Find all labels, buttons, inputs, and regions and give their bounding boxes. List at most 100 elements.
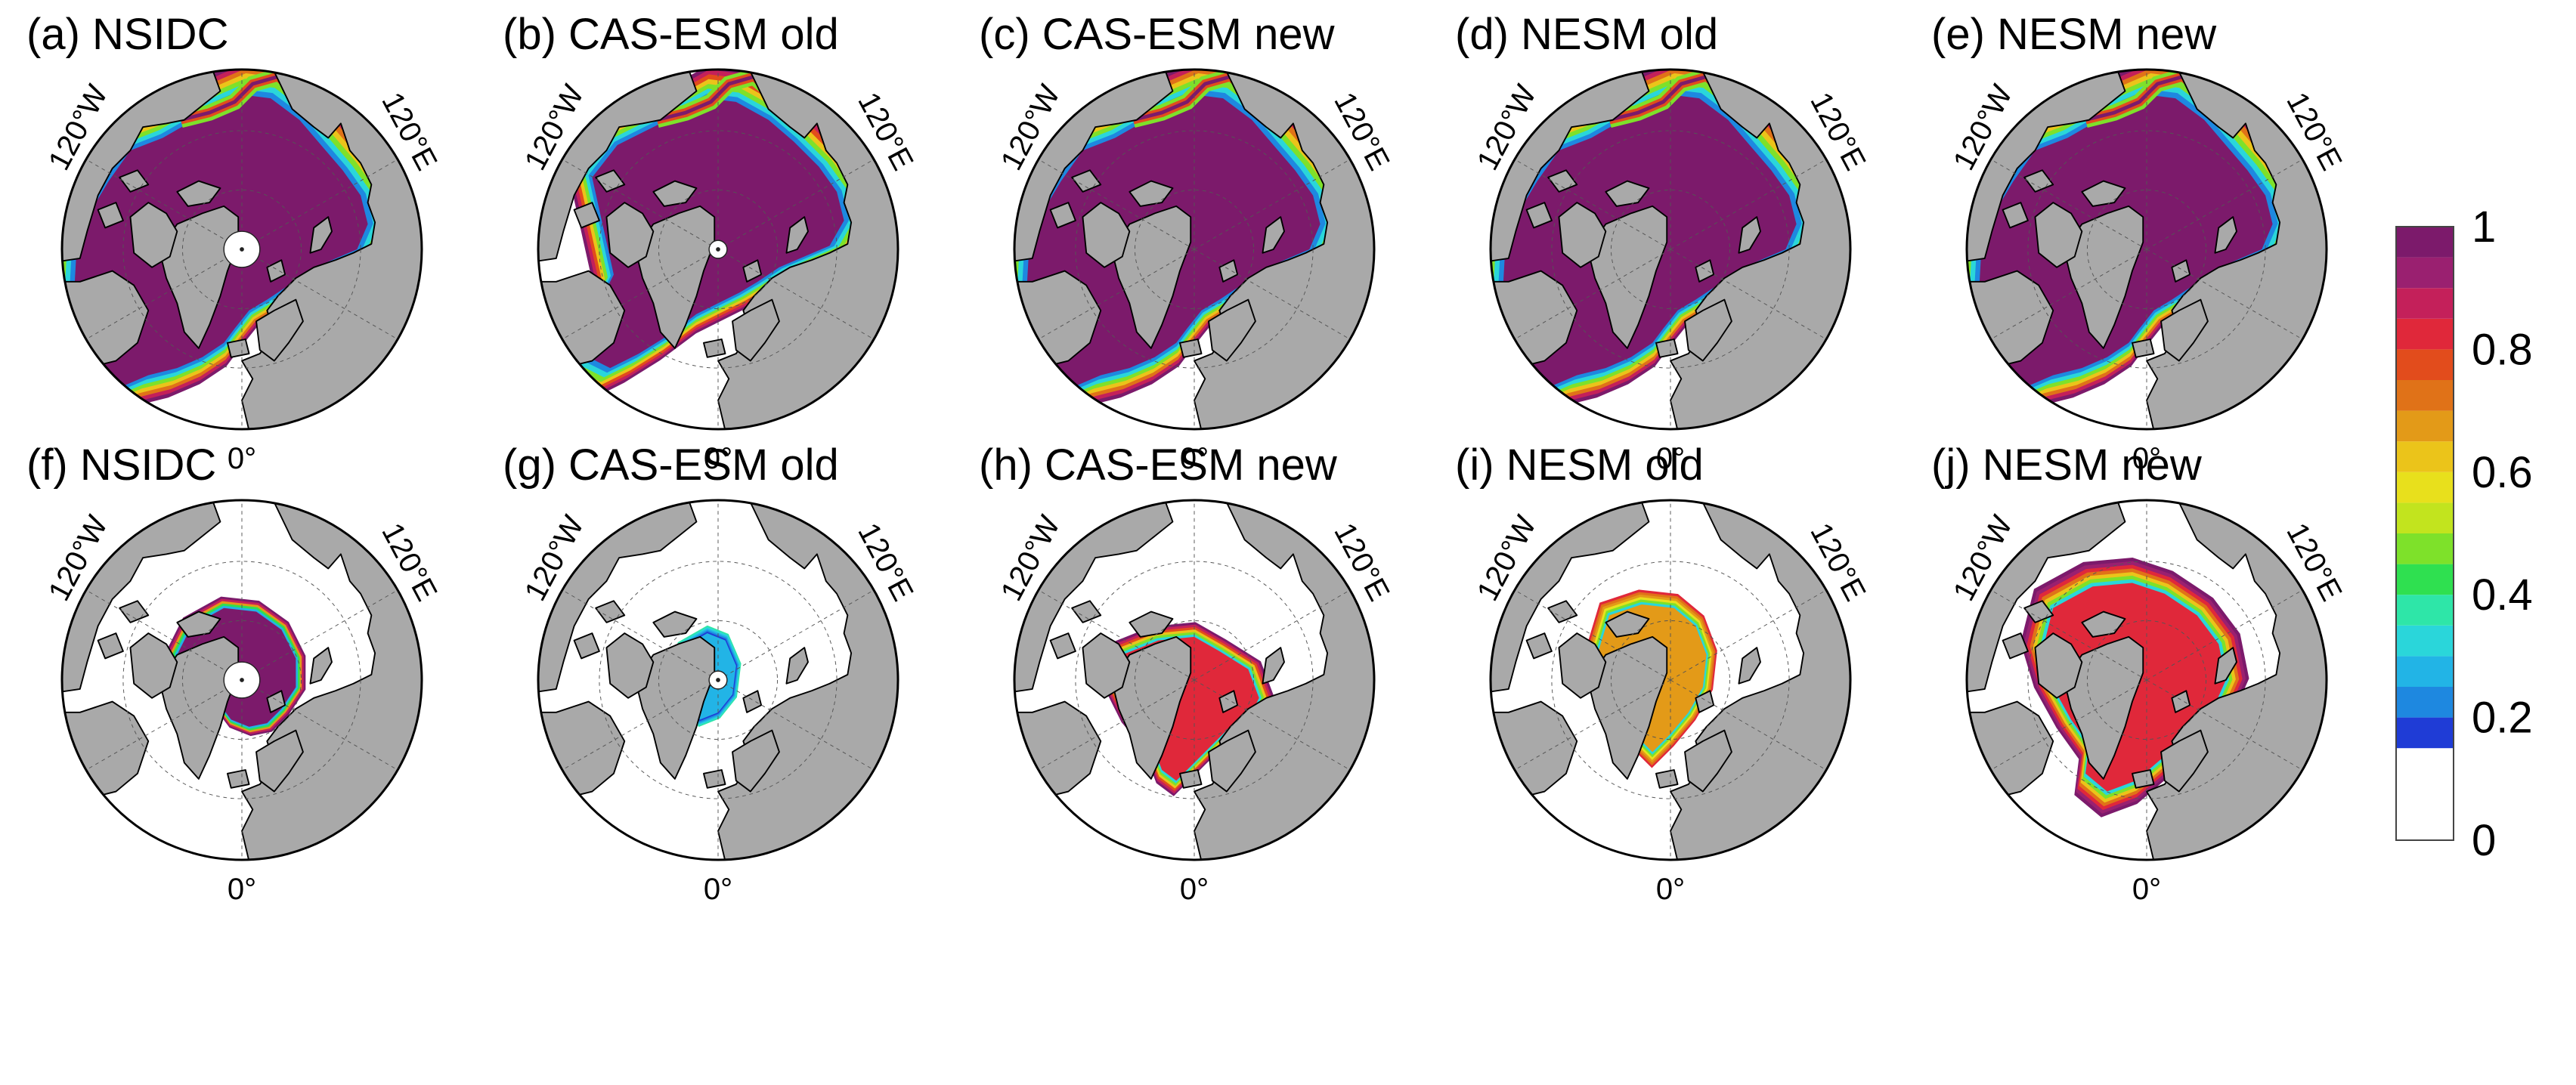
colorbar-tick-label: 1	[2472, 202, 2496, 252]
land-novaya	[309, 216, 333, 254]
land-eurasia	[1670, 70, 1850, 429]
panel-title-h: (h) CAS-ESM new	[979, 440, 1338, 490]
map-body-b	[538, 70, 898, 429]
land-greenland	[158, 635, 240, 780]
colorbar-segment	[2396, 288, 2454, 319]
land-scandinavia	[1684, 298, 1732, 362]
panel-title-a: (a) NSIDC	[26, 10, 228, 59]
land-svalbard	[742, 690, 763, 713]
colorbar-segment	[2396, 227, 2454, 258]
land-svalbard	[1695, 259, 1715, 283]
land-island2	[573, 202, 600, 229]
land-baffin	[129, 202, 178, 268]
land-island2	[1525, 632, 1553, 660]
land-island2	[1049, 202, 1076, 229]
land-iceland	[1655, 769, 1679, 789]
map-frame	[537, 499, 899, 861]
map-body-i	[1491, 500, 1850, 860]
map-frame	[1013, 68, 1376, 431]
land-greenland	[1110, 635, 1192, 780]
land-iceland	[227, 769, 250, 789]
land-greenland	[1110, 205, 1192, 349]
colorbar-tick-label: 0.2	[2472, 694, 2533, 743]
land-svalbard	[1218, 259, 1239, 283]
colorbar-segment	[2396, 502, 2454, 533]
land-greenland	[1587, 635, 1668, 780]
land-island2	[573, 632, 600, 660]
land-scandinavia	[732, 729, 780, 793]
graticule	[562, 70, 875, 429]
land-iceland	[703, 338, 726, 358]
map-frame	[60, 499, 423, 861]
panel-title-b: (b) CAS-ESM old	[503, 10, 839, 59]
land-baffin	[129, 632, 178, 699]
colorbar-segment	[2396, 441, 2454, 472]
land-novaya	[1738, 216, 1761, 254]
land-svalbard	[2171, 259, 2191, 283]
land-svalbard	[1695, 690, 1715, 713]
land-eurasia	[2146, 500, 2327, 860]
map-frame	[60, 68, 423, 431]
land-scandinavia	[2160, 729, 2209, 793]
colorbar-frame	[2395, 226, 2454, 841]
land-novaya	[309, 647, 333, 685]
land-iceland	[1179, 769, 1203, 789]
lon-label-0: 0°	[2132, 442, 2161, 475]
land-novaya	[785, 647, 809, 685]
land-svalbard	[2171, 690, 2191, 713]
lon-label-0: 0°	[1180, 873, 1209, 906]
colorbar-segment	[2396, 656, 2454, 687]
land-novaya	[1262, 216, 1285, 254]
land-iceland	[1655, 338, 1679, 358]
land	[1491, 70, 1850, 429]
land	[538, 500, 898, 860]
colorbar-segment	[2396, 533, 2454, 564]
land-scandinavia	[255, 729, 304, 793]
panel-title-c: (c) CAS-ESM new	[979, 10, 1336, 59]
land-eurasia	[2146, 70, 2327, 429]
land-eurasia	[1670, 500, 1850, 860]
colorbar: 1 0.8 0.6 0.4 0.2 0	[2395, 202, 2533, 865]
map-frame	[537, 68, 899, 431]
land-iceland	[227, 338, 250, 358]
lon-label-0: 0°	[704, 873, 732, 906]
pole-mark	[716, 247, 720, 252]
colorbar-segment	[2396, 349, 2454, 380]
colorbar-segment	[2396, 318, 2454, 350]
map-body-j	[1967, 500, 2327, 860]
land-eurasia	[717, 70, 898, 429]
land-novaya	[2214, 647, 2237, 685]
land-island2	[1049, 632, 1076, 660]
colorbar-tick-label: 0.4	[2472, 570, 2533, 620]
map-frame	[1965, 68, 2328, 431]
colorbar-tick-label: 0.6	[2472, 448, 2533, 497]
land-greenland	[2063, 635, 2144, 780]
map-body-d	[1491, 70, 1850, 429]
pole-mark	[240, 678, 244, 682]
land-scandinavia	[1208, 729, 1256, 793]
panel-title-e: (e) NESM new	[1931, 10, 2217, 59]
land-svalbard	[266, 690, 286, 713]
colorbar-tick-label: 0	[2472, 816, 2496, 865]
colorbar-segment	[2396, 717, 2454, 749]
panel-title-d: (d) NESM old	[1455, 10, 1718, 59]
land-greenland	[158, 205, 240, 349]
land-island2	[97, 632, 124, 660]
graticule	[85, 500, 398, 860]
colorbar-segment	[2396, 564, 2454, 595]
map-frame	[1489, 68, 1852, 431]
land-iceland	[703, 769, 726, 789]
land-eurasia	[1194, 500, 1374, 860]
land-baffin	[1558, 632, 1607, 699]
land-baffin	[1082, 202, 1131, 268]
panel-title-i: (i) NESM old	[1455, 440, 1704, 490]
land-greenland	[1587, 205, 1668, 349]
graticule	[1038, 70, 1351, 429]
